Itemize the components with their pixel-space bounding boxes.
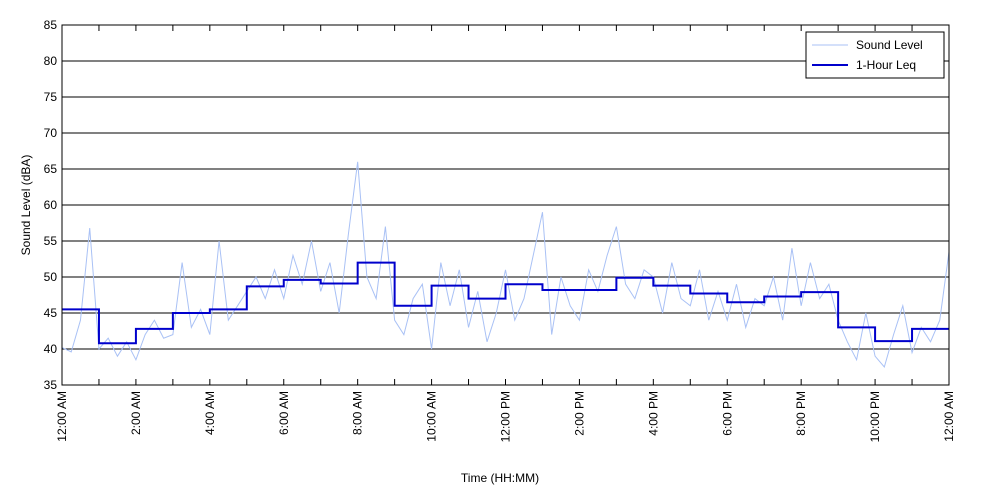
x-tick-label: 2:00 PM [572,391,586,436]
x-tick-label: 12:00 AM [55,391,69,442]
y-axis-label: Sound Level (dBA) [19,155,33,256]
x-tick-label: 2:00 AM [129,391,143,435]
y-tick-label: 70 [44,126,58,140]
x-tick-label: 4:00 AM [203,391,217,435]
y-tick-label: 50 [44,270,58,284]
x-axis-label: Time (HH:MM) [461,471,539,485]
y-tick-label: 35 [44,378,58,392]
plot-frame [61,24,950,386]
y-tick-label: 55 [44,234,58,248]
x-tick-label: 4:00 PM [646,391,660,436]
x-tick-label: 8:00 AM [351,391,365,435]
series-line [61,161,950,369]
x-tick-label: 12:00 PM [499,391,513,442]
y-tick-label: 40 [44,342,58,356]
x-tick-label: 8:00 PM [794,391,808,436]
y-tick-label: 85 [44,18,58,32]
legend-label: 1-Hour Leq [856,58,916,72]
y-tick-label: 80 [44,54,58,68]
legend-label: Sound Level [856,38,923,52]
x-tick-label: 10:00 PM [868,391,882,442]
x-tick-label: 10:00 AM [425,391,439,442]
y-tick-label: 60 [44,198,58,212]
y-tick-label: 65 [44,162,58,176]
x-tick-label: 6:00 AM [277,391,291,435]
x-tick-label: 12:00 AM [942,391,956,442]
y-tick-label: 75 [44,90,58,104]
legend-box [805,31,945,79]
x-tick-label: 6:00 PM [720,391,734,436]
series-line [62,261,949,345]
y-tick-label: 45 [44,306,58,320]
